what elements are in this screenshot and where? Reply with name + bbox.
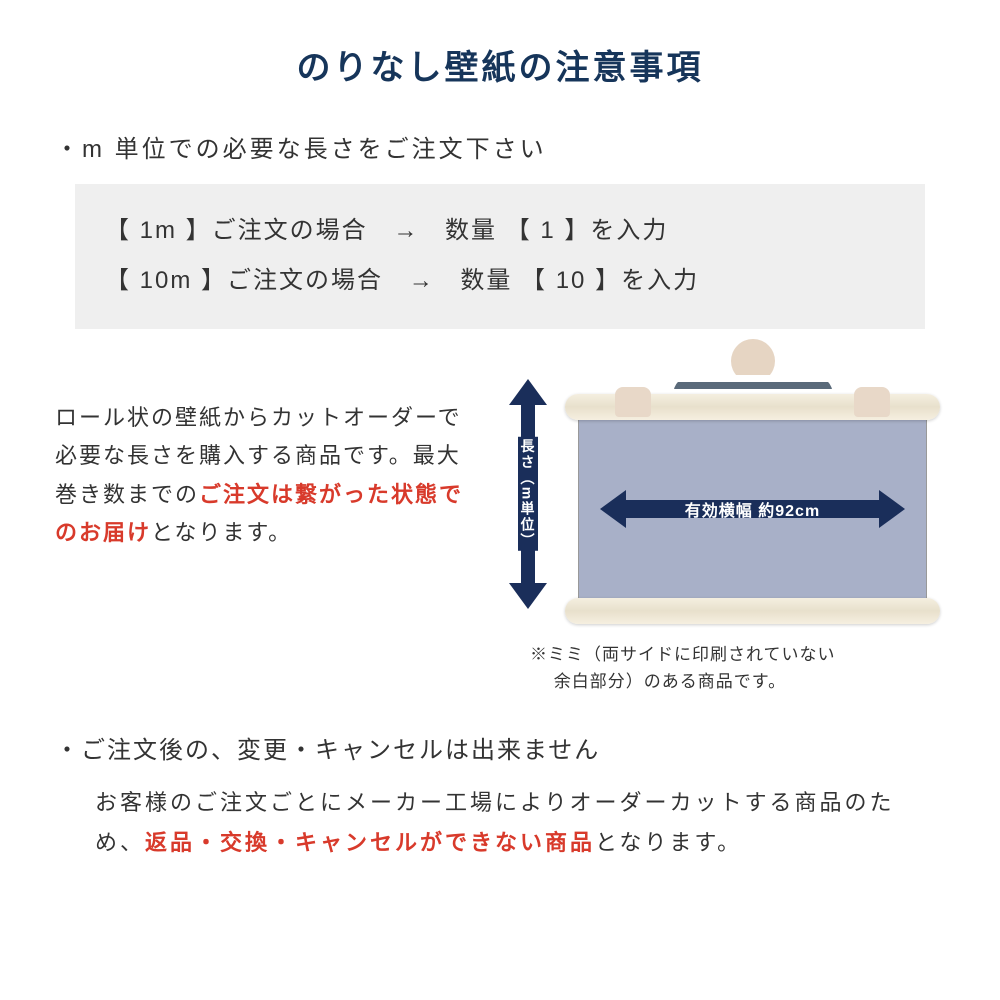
note-line: ※ミミ（両サイドに印刷されていない	[530, 645, 836, 664]
example-right: 数量 【 10 】を入力	[460, 267, 699, 294]
hand-icon	[854, 387, 890, 417]
mimi-note: ※ミミ（両サイドに印刷されていない 余白部分）のある商品です。	[500, 641, 945, 695]
order-example-box: 【 1m 】ご注文の場合 → 数量 【 1 】を入力 【 10m 】ご注文の場合…	[75, 184, 925, 329]
double-arrow-horizontal-icon: 有効横幅 約92cm	[600, 494, 905, 524]
mid-section: ロール状の壁紙からカットオーダーで必要な長さを購入する商品です。最大巻き数までの…	[55, 369, 945, 695]
example-row: 【 10m 】ご注文の場合 → 数量 【 10 】を入力	[105, 256, 895, 306]
width-label: 有効横幅 約92cm	[685, 497, 820, 521]
body-emphasis: 返品・交換・キャンセルができない商品	[145, 830, 595, 855]
roll-illustration: 有効横幅 約92cm	[560, 369, 945, 629]
body-plain: となります。	[595, 830, 742, 855]
description-text: ロール状の壁紙からカットオーダーで必要な長さを購入する商品です。最大巻き数までの…	[55, 369, 475, 695]
arrow-icon: →	[392, 262, 452, 300]
page-title: のりなし壁紙の注意事項	[55, 40, 945, 89]
note-line: 余白部分）のある商品です。	[530, 668, 945, 695]
example-left: 【 1m 】ご注文の場合	[105, 217, 368, 244]
length-label: 長さ（m単位）	[518, 437, 538, 551]
double-arrow-vertical-icon: 長さ（m単位）	[515, 379, 541, 609]
hand-icon	[615, 387, 651, 417]
section2-bullet: ・ご注文後の、変更・キャンセルは出来ません	[55, 730, 945, 765]
example-row: 【 1m 】ご注文の場合 → 数量 【 1 】を入力	[105, 206, 895, 256]
example-left: 【 10m 】ご注文の場合	[105, 267, 383, 294]
section2-body: お客様のご注文ごとにメーカー工場によりオーダーカットする商品のため、返品・交換・…	[55, 783, 945, 862]
roll-tube-icon	[565, 598, 940, 624]
wallpaper-diagram: 長さ（m単位） 有効横幅 約92cm	[500, 369, 945, 695]
desc-plain: となります。	[151, 520, 292, 545]
length-arrow-group: 長さ（m単位）	[500, 379, 555, 609]
arrow-icon: →	[376, 212, 436, 250]
wallpaper-sheet: 有効横幅 約92cm	[578, 409, 927, 609]
section1-bullet: ・m 単位での必要な長さをご注文下さい	[55, 129, 945, 164]
example-right: 数量 【 1 】を入力	[445, 217, 668, 244]
